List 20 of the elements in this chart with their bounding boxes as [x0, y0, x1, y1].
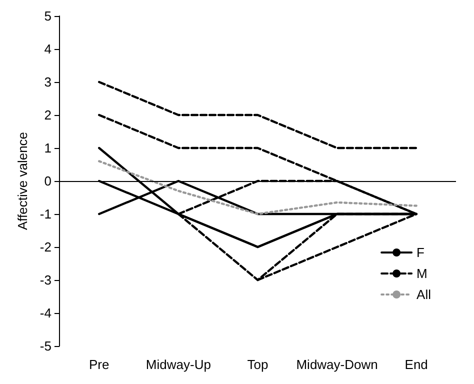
y-tick-label: 0: [44, 174, 52, 188]
y-tick-label: -2: [40, 240, 52, 254]
y-tick-label: 4: [44, 42, 52, 56]
y-tick-label: -3: [40, 272, 52, 288]
x-tick-label: Pre: [88, 357, 110, 372]
x-tick-label: End: [404, 357, 428, 372]
legend-label: M: [416, 266, 428, 281]
y-tick-label: 2: [44, 108, 52, 122]
y-tick-label: -4: [40, 306, 52, 320]
y-tick-label: 3: [44, 74, 52, 90]
y-tick-label: 1: [44, 140, 52, 156]
legend-label: All: [416, 287, 432, 302]
legend-label: F: [416, 245, 425, 260]
x-tick-label: Midway-Down: [296, 357, 378, 372]
x-tick-label: Midway-Up: [146, 357, 211, 372]
y-tick-label: 5: [44, 8, 52, 24]
y-tick-label: -5: [40, 338, 52, 354]
x-tick-label: Top: [247, 357, 268, 372]
y-tick-label: -1: [40, 206, 52, 222]
y-axis-title: Affective valence: [15, 132, 30, 230]
